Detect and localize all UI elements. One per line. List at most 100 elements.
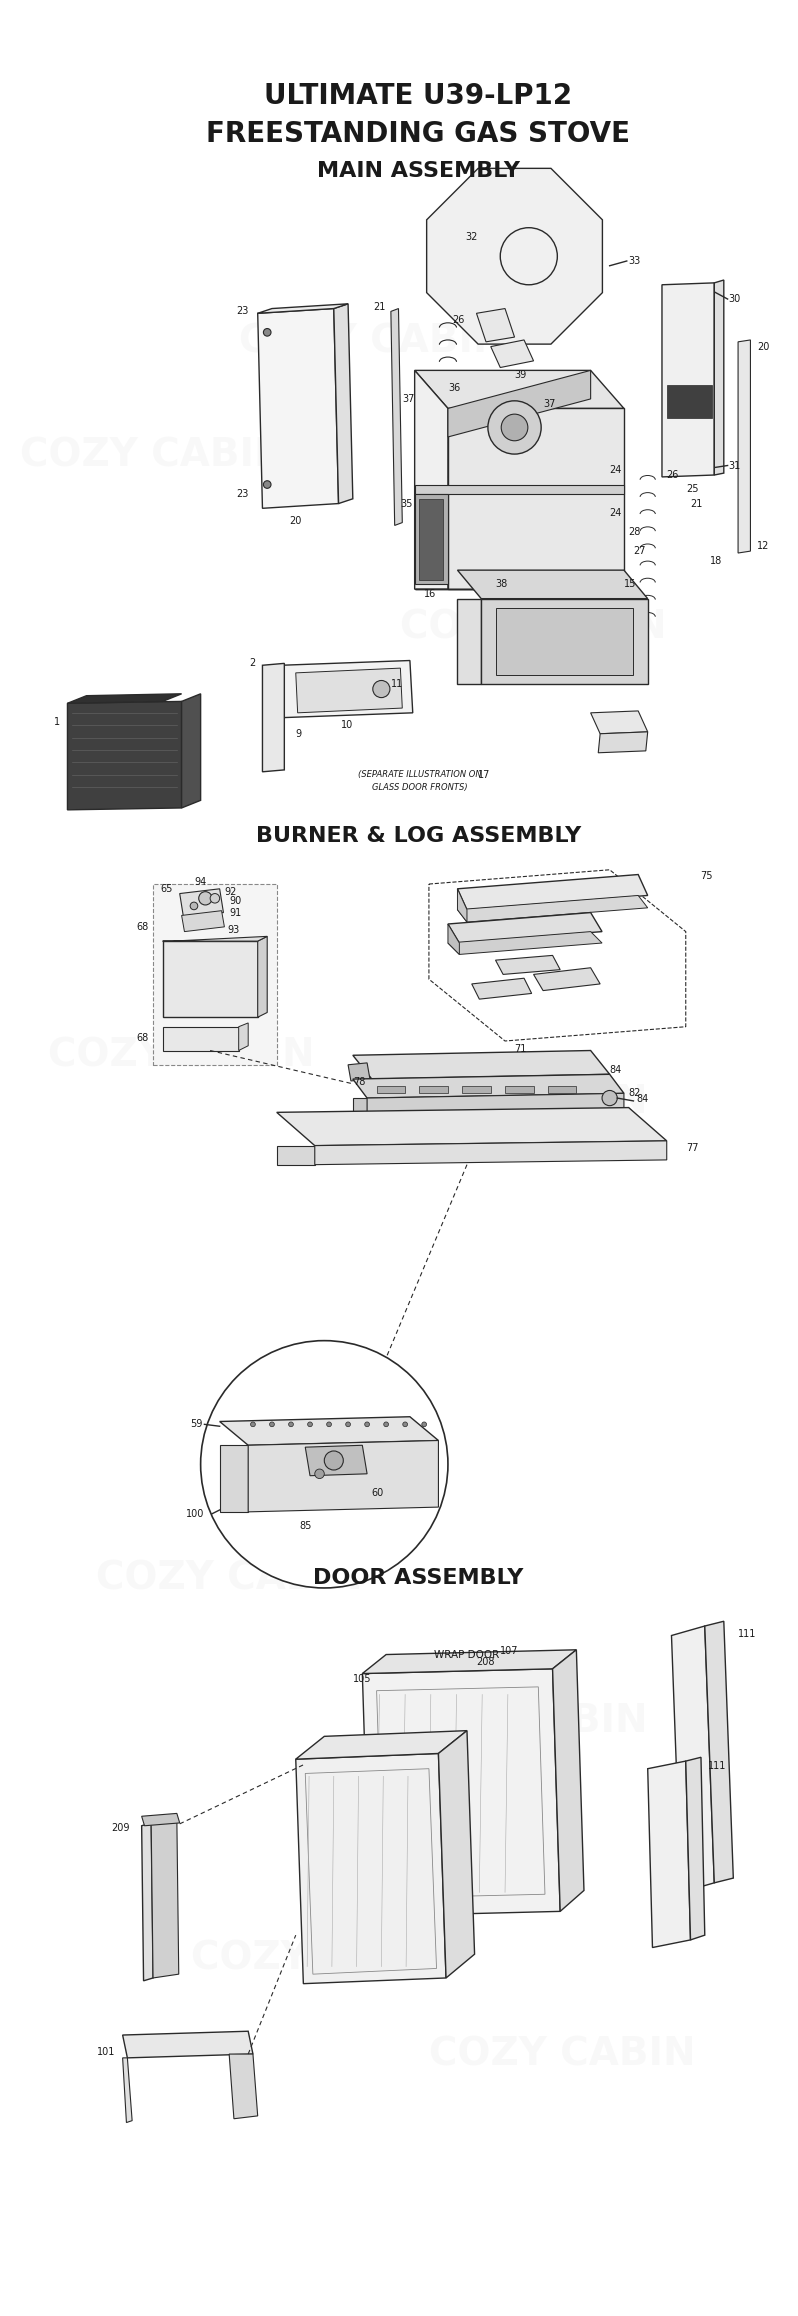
Text: 25: 25 <box>685 484 698 493</box>
Polygon shape <box>362 1670 560 1915</box>
Text: 39: 39 <box>515 371 527 380</box>
Polygon shape <box>219 1445 248 1512</box>
Polygon shape <box>472 977 531 998</box>
Text: 28: 28 <box>629 528 641 537</box>
Text: 93: 93 <box>227 924 239 936</box>
Text: 24: 24 <box>610 466 622 475</box>
Polygon shape <box>219 1417 438 1445</box>
Text: 94: 94 <box>195 878 207 887</box>
Text: 82: 82 <box>629 1089 641 1098</box>
Polygon shape <box>491 340 534 368</box>
Text: 208: 208 <box>476 1658 495 1668</box>
Polygon shape <box>415 371 448 588</box>
Text: 16: 16 <box>425 588 437 600</box>
Polygon shape <box>182 910 224 931</box>
Polygon shape <box>457 889 467 922</box>
Circle shape <box>210 894 219 903</box>
Circle shape <box>500 227 557 285</box>
Text: 100: 100 <box>187 1508 205 1519</box>
Text: COZY CABIN: COZY CABIN <box>20 438 286 475</box>
Polygon shape <box>348 1063 370 1082</box>
Text: 35: 35 <box>401 498 413 510</box>
Text: 105: 105 <box>354 1674 372 1684</box>
Circle shape <box>190 903 198 910</box>
Text: 23: 23 <box>236 489 248 498</box>
Polygon shape <box>714 280 724 475</box>
Text: 84: 84 <box>610 1065 622 1075</box>
Polygon shape <box>496 609 634 674</box>
Polygon shape <box>448 408 624 588</box>
Polygon shape <box>277 1146 314 1165</box>
Polygon shape <box>591 711 648 734</box>
Polygon shape <box>671 1626 714 1892</box>
Text: 111: 111 <box>738 1628 757 1640</box>
Text: 60: 60 <box>372 1487 384 1498</box>
Circle shape <box>270 1422 275 1427</box>
Polygon shape <box>448 913 602 943</box>
Circle shape <box>365 1422 369 1427</box>
Text: FREESTANDING GAS STOVE: FREESTANDING GAS STOVE <box>207 120 630 148</box>
Text: 30: 30 <box>729 294 741 303</box>
Text: MAIN ASSEMBLY: MAIN ASSEMBLY <box>317 160 520 181</box>
Polygon shape <box>142 1813 180 1825</box>
Text: GLASS DOOR FRONTS): GLASS DOOR FRONTS) <box>372 783 467 792</box>
Polygon shape <box>277 1107 667 1146</box>
Text: COZY CABIN: COZY CABIN <box>239 322 505 361</box>
Polygon shape <box>68 695 182 704</box>
Text: DOOR ASSEMBLY: DOOR ASSEMBLY <box>314 1568 523 1589</box>
Text: 17: 17 <box>478 769 491 780</box>
Polygon shape <box>258 303 348 313</box>
Text: 24: 24 <box>610 507 622 519</box>
Polygon shape <box>667 384 713 417</box>
Polygon shape <box>552 1649 584 1911</box>
Circle shape <box>199 892 212 906</box>
Polygon shape <box>163 936 267 940</box>
Text: 36: 36 <box>448 382 460 391</box>
Polygon shape <box>420 498 443 579</box>
Bar <box>163 940 258 1017</box>
Circle shape <box>314 1468 324 1478</box>
Polygon shape <box>481 598 648 683</box>
Circle shape <box>263 482 271 489</box>
Text: 59: 59 <box>190 1420 203 1429</box>
Polygon shape <box>123 2031 253 2059</box>
Polygon shape <box>457 896 648 922</box>
Text: 101: 101 <box>97 2047 115 2057</box>
Polygon shape <box>448 931 602 954</box>
Text: 111: 111 <box>708 1760 726 1772</box>
Polygon shape <box>415 371 624 408</box>
Circle shape <box>422 1422 427 1427</box>
Text: 20: 20 <box>757 340 769 352</box>
Polygon shape <box>263 662 284 771</box>
Circle shape <box>251 1422 255 1427</box>
Polygon shape <box>427 169 602 345</box>
Polygon shape <box>182 695 200 808</box>
Polygon shape <box>738 340 750 554</box>
Polygon shape <box>391 308 402 526</box>
Text: COZY CABIN: COZY CABIN <box>429 2036 695 2073</box>
Text: COZY CABIN: COZY CABIN <box>381 1084 648 1121</box>
Bar <box>163 1026 239 1051</box>
Text: 209: 209 <box>111 1823 129 1832</box>
Text: 32: 32 <box>465 232 477 243</box>
Polygon shape <box>685 1758 705 1941</box>
Text: 15: 15 <box>624 579 636 588</box>
Polygon shape <box>457 570 648 598</box>
Text: COZY CABIN: COZY CABIN <box>401 609 667 646</box>
Text: 27: 27 <box>634 547 646 556</box>
Polygon shape <box>534 968 600 991</box>
Polygon shape <box>239 1024 248 1051</box>
Circle shape <box>346 1422 350 1427</box>
Text: 91: 91 <box>229 908 242 917</box>
Text: WRAP DOOR: WRAP DOOR <box>434 1649 500 1661</box>
Polygon shape <box>496 957 560 975</box>
Circle shape <box>602 1091 618 1105</box>
Text: ULTIMATE U39-LP12: ULTIMATE U39-LP12 <box>264 83 572 111</box>
Text: 75: 75 <box>700 871 713 882</box>
Circle shape <box>403 1422 408 1427</box>
Text: 26: 26 <box>667 470 679 479</box>
Bar <box>505 1086 534 1093</box>
Circle shape <box>488 401 541 454</box>
Text: 84: 84 <box>636 1093 649 1105</box>
Polygon shape <box>229 2054 258 2119</box>
